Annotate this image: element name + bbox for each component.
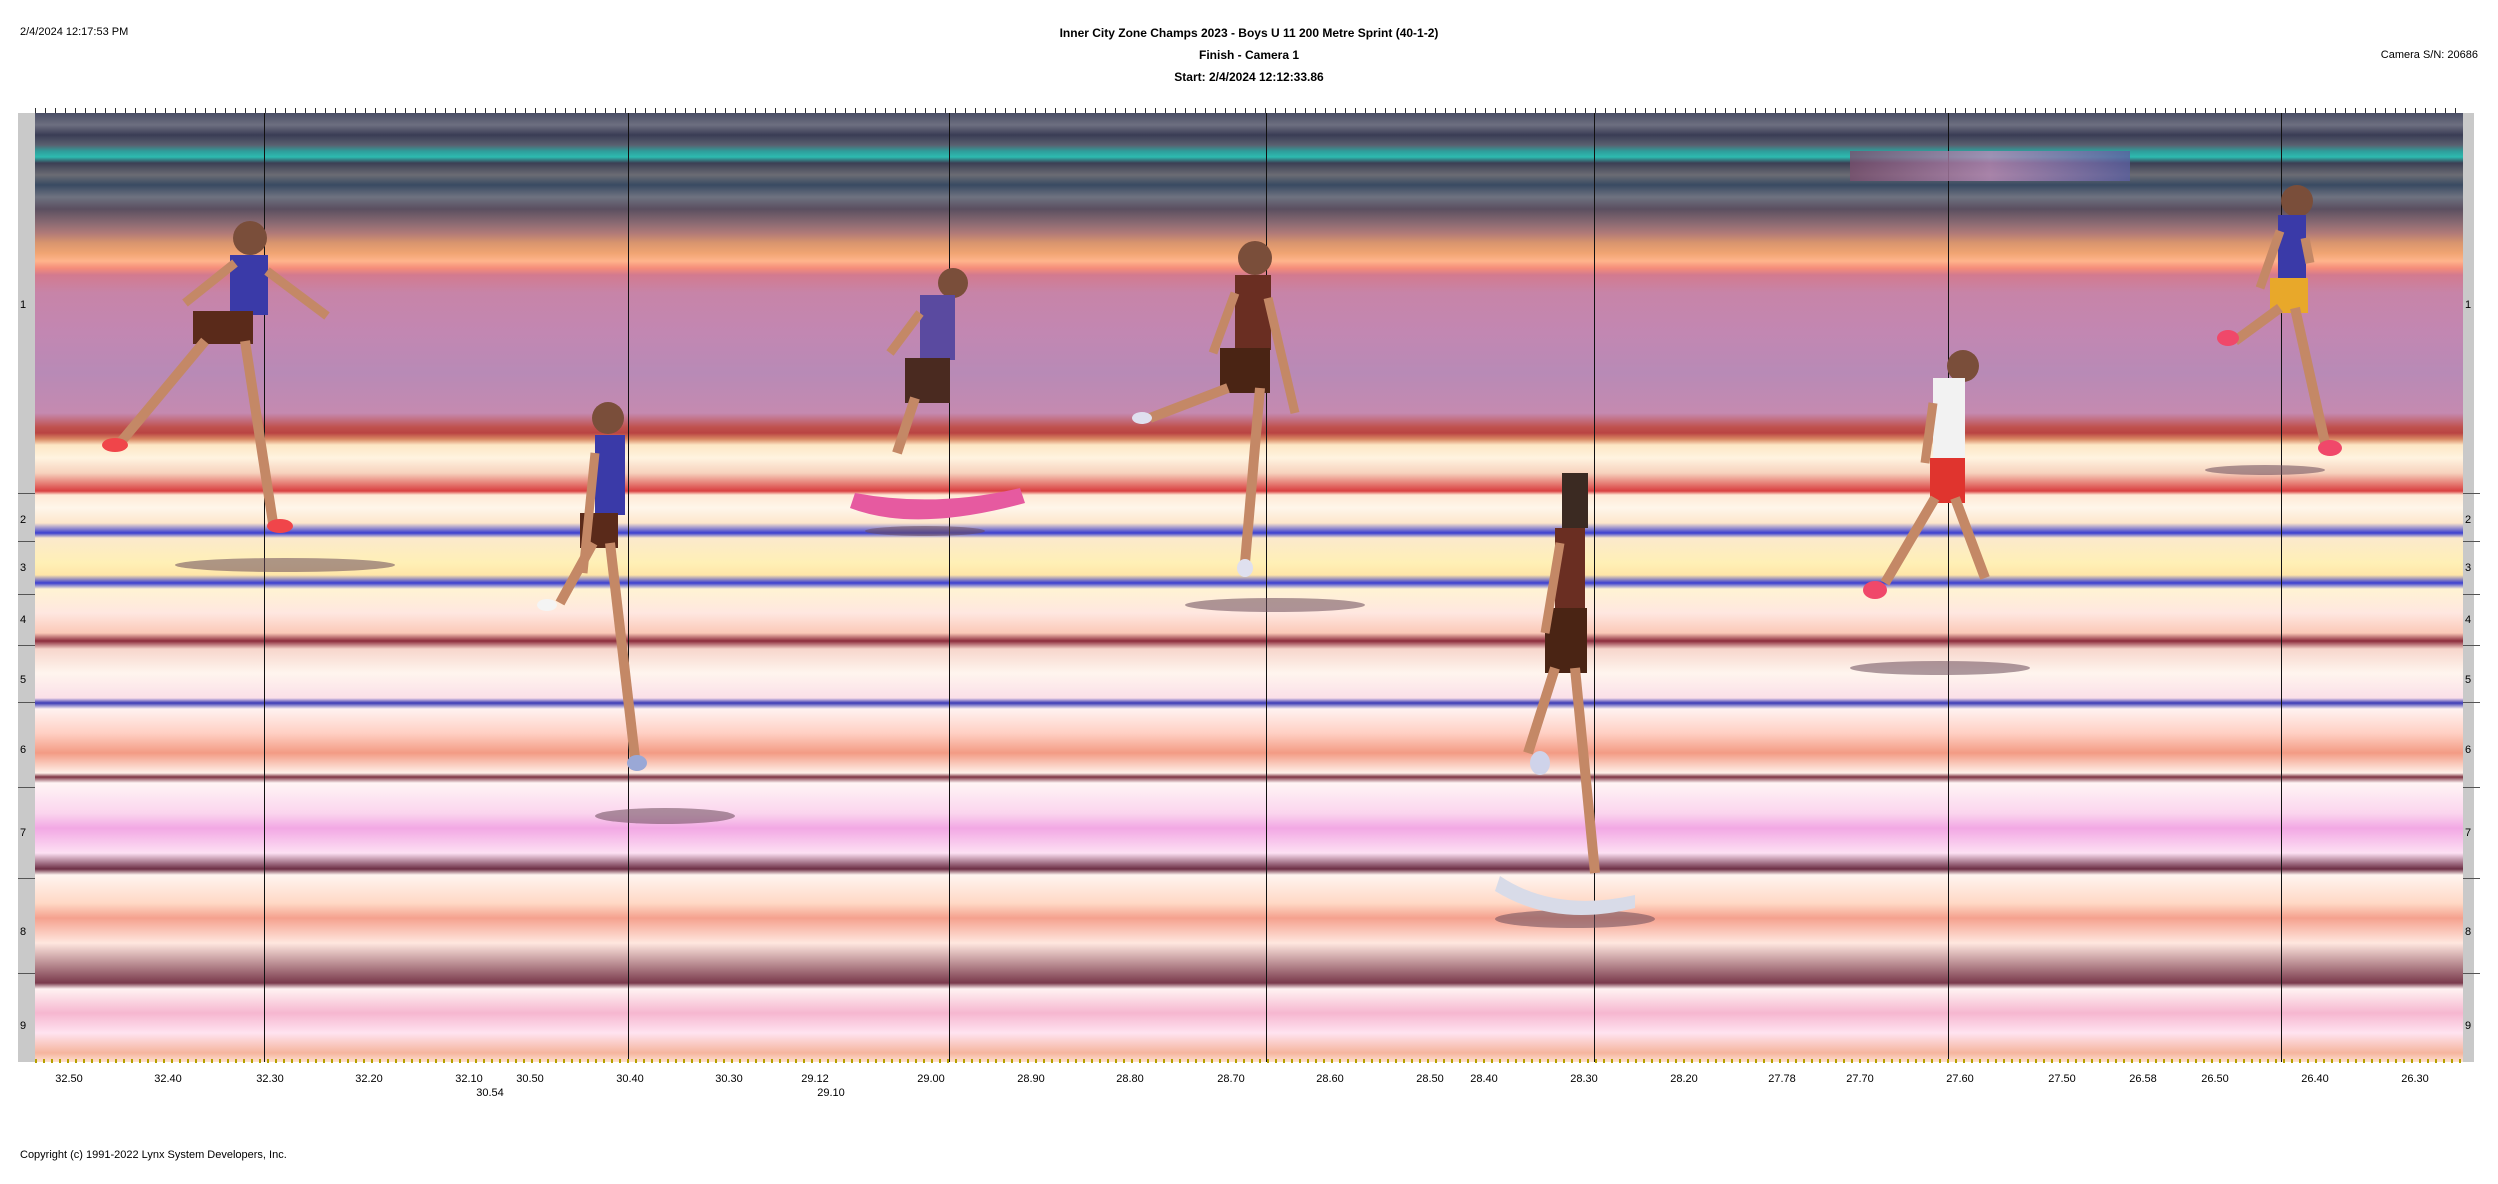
time-tick-label: 26.58 — [2129, 1073, 2157, 1085]
runner-lane-3-white — [1863, 350, 1990, 599]
time-tick-label: 27.70 — [1846, 1073, 1874, 1085]
lane-label-left: 8 — [19, 926, 27, 938]
timestamp: 2/4/2024 12:17:53 PM — [20, 26, 129, 38]
time-tick-label: 28.70 — [1217, 1073, 1245, 1085]
lane-label-right: 1 — [2464, 299, 2472, 311]
lane-separator — [2463, 787, 2480, 788]
runner-lane-1-right — [2217, 185, 2342, 456]
time-tick-label: 30.40 — [616, 1073, 644, 1085]
lane-label-left: 2 — [19, 514, 27, 526]
lane-separator — [18, 973, 35, 974]
time-cursor[interactable] — [264, 113, 265, 1062]
time-tick-label: 26.30 — [2401, 1073, 2429, 1085]
lane-label-right: 5 — [2464, 674, 2472, 686]
lane-label-left: 5 — [19, 674, 27, 686]
runner-lane-7-brown — [1495, 473, 1635, 916]
runner-lane-1-brown — [1132, 241, 1300, 577]
time-tick-label: 28.50 — [1416, 1073, 1444, 1085]
camera-label: Finish - Camera 1 — [1198, 48, 1300, 62]
time-tick-label: 32.10 — [455, 1073, 483, 1085]
bottom-time-ruler — [35, 1059, 2463, 1063]
shadow — [1495, 910, 1655, 928]
time-tick-label-secondary: 29.10 — [817, 1087, 845, 1099]
shadow — [595, 808, 735, 824]
start-time: Start: 2/4/2024 12:12:33.86 — [1174, 70, 1324, 84]
time-cursor[interactable] — [628, 113, 629, 1062]
race-title: Inner City Zone Champs 2023 - Boys U 11 … — [1059, 26, 1439, 40]
runner-lane-2-purple — [850, 268, 1025, 520]
finish-line-photo[interactable] — [35, 113, 2463, 1062]
lane-separator — [18, 787, 35, 788]
time-cursor[interactable] — [1594, 113, 1595, 1062]
shadow — [2205, 465, 2325, 475]
copyright: Copyright (c) 1991-2022 Lynx System Deve… — [20, 1149, 287, 1161]
time-cursor[interactable] — [1948, 113, 1949, 1062]
shadow — [175, 558, 395, 572]
time-tick-label: 26.50 — [2201, 1073, 2229, 1085]
lane-label-right: 4 — [2464, 614, 2472, 626]
time-cursor[interactable] — [2281, 113, 2282, 1062]
shadow — [1185, 598, 1365, 612]
lane-label-left: 6 — [19, 744, 27, 756]
time-tick-label: 32.30 — [256, 1073, 284, 1085]
lane-separator — [2463, 493, 2480, 494]
lane-separator — [18, 594, 35, 595]
shadow — [865, 526, 985, 536]
lane-separator — [18, 541, 35, 542]
image-artifact — [1850, 151, 2130, 181]
time-tick-label: 26.40 — [2301, 1073, 2329, 1085]
lane-label-left: 4 — [19, 614, 27, 626]
time-tick-label: 32.40 — [154, 1073, 182, 1085]
time-cursor[interactable] — [1266, 113, 1267, 1062]
lane-separator — [18, 702, 35, 703]
time-tick-label: 28.90 — [1017, 1073, 1045, 1085]
time-tick-label: 28.60 — [1316, 1073, 1344, 1085]
time-tick-label: 28.80 — [1116, 1073, 1144, 1085]
time-tick-label: 30.30 — [715, 1073, 743, 1085]
camera-serial: Camera S/N: 20686 — [2380, 49, 2478, 61]
time-tick-label: 28.20 — [1670, 1073, 1698, 1085]
runners-layer — [102, 185, 2342, 928]
time-tick-label: 28.40 — [1470, 1073, 1498, 1085]
lane-label-right: 8 — [2464, 926, 2472, 938]
time-tick-label: 30.50 — [516, 1073, 544, 1085]
shadow — [1850, 661, 2030, 675]
time-tick-label: 27.78 — [1768, 1073, 1796, 1085]
lane-label-left: 3 — [19, 562, 27, 574]
lane-separator — [2463, 645, 2480, 646]
time-tick-label: 27.60 — [1946, 1073, 1974, 1085]
top-time-ruler — [35, 108, 2463, 114]
time-tick-label: 32.20 — [355, 1073, 383, 1085]
time-tick-label-secondary: 30.54 — [476, 1087, 504, 1099]
lane-separator — [18, 645, 35, 646]
time-tick-label: 29.00 — [917, 1073, 945, 1085]
lane-label-right: 6 — [2464, 744, 2472, 756]
time-tick-label: 29.12 — [801, 1073, 829, 1085]
runner-lane-1-left — [102, 221, 330, 533]
lane-separator — [2463, 878, 2480, 879]
lane-separator — [2463, 541, 2480, 542]
lane-label-left: 9 — [19, 1020, 27, 1032]
time-tick-label: 32.50 — [55, 1073, 83, 1085]
lane-separator — [18, 878, 35, 879]
lane-label-right: 7 — [2464, 827, 2472, 839]
lane-label-left: 7 — [19, 827, 27, 839]
lane-separator — [2463, 594, 2480, 595]
time-tick-label: 27.50 — [2048, 1073, 2076, 1085]
lane-separator — [2463, 702, 2480, 703]
runner-lane-3-blue — [537, 402, 647, 771]
lane-separator — [2463, 973, 2480, 974]
time-cursor[interactable] — [949, 113, 950, 1062]
lane-label-right: 2 — [2464, 514, 2472, 526]
lane-label-right: 3 — [2464, 562, 2472, 574]
time-tick-label: 28.30 — [1570, 1073, 1598, 1085]
lane-label-left: 1 — [19, 299, 27, 311]
lane-separator — [18, 493, 35, 494]
lane-label-right: 9 — [2464, 1020, 2472, 1032]
